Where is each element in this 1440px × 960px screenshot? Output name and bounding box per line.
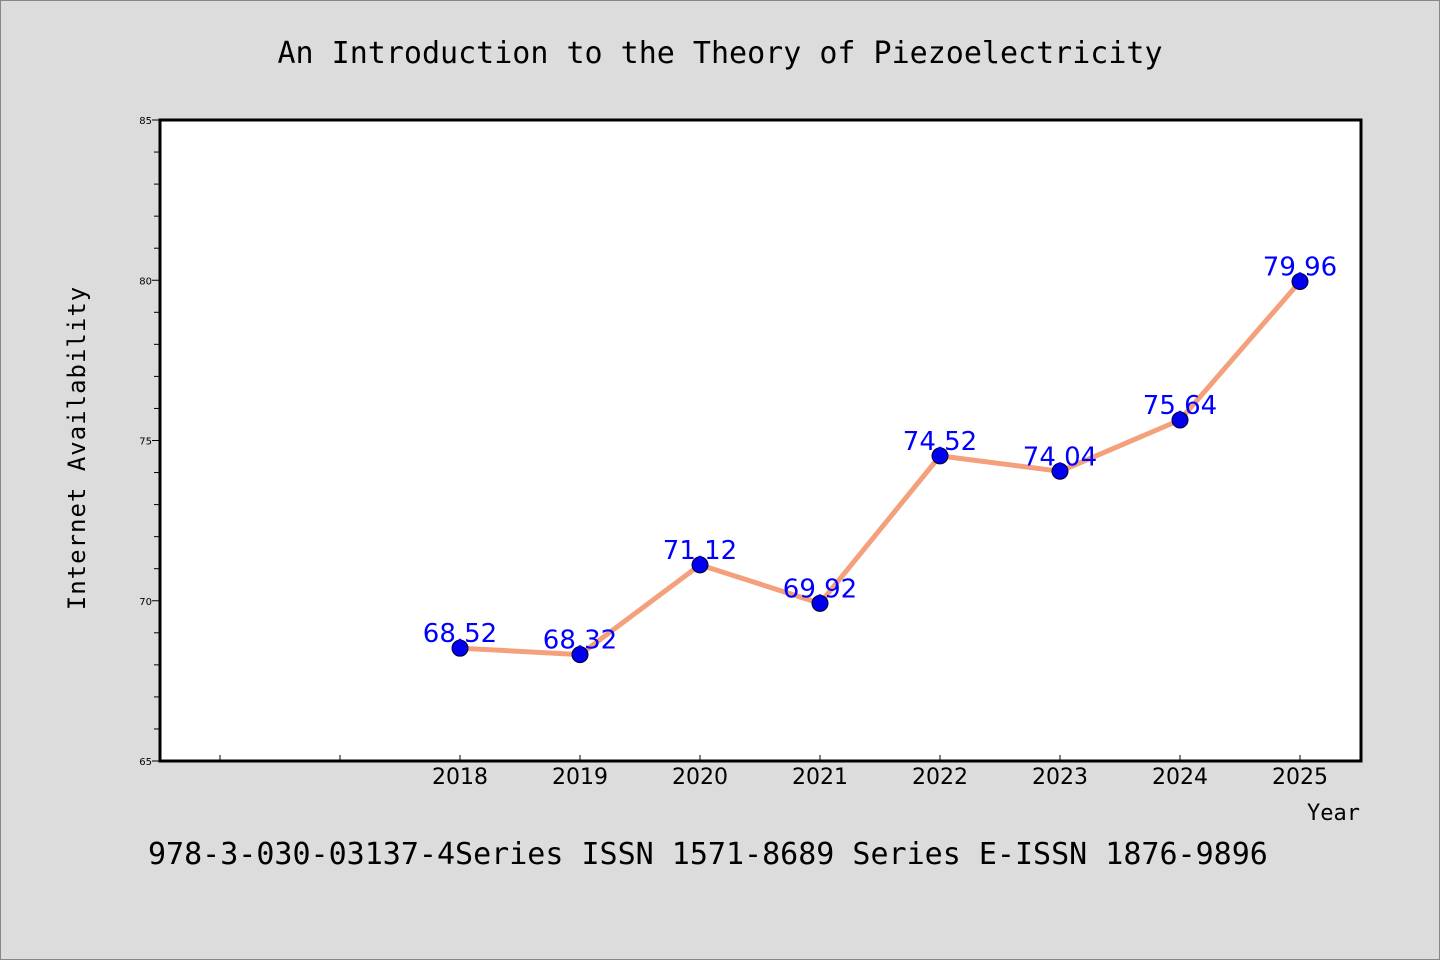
data-point-marker: [931, 447, 949, 465]
x-tick-label: 2021: [792, 765, 848, 790]
data-point-marker: [571, 646, 589, 664]
y-tick-label: 70: [139, 597, 152, 608]
x-tick-label: 2018: [432, 765, 488, 790]
x-tick-label: 2025: [1272, 765, 1328, 790]
x-axis-ticks: 2018 2019 2020 2021 2022 2023 2024 2025: [219, 755, 1328, 790]
y-tick-label: 75: [139, 437, 152, 448]
data-point-marker: [1291, 273, 1309, 291]
footer-isbn-text: 978-3-030-03137-4Series ISSN 1571-8689 S…: [148, 837, 1268, 872]
y-tick-label: 80: [139, 276, 152, 287]
data-point-label: 79.96: [1263, 253, 1337, 283]
y-tick-label: 65: [139, 757, 152, 768]
y-tick-label: 85: [139, 116, 152, 127]
x-tick-label: 2024: [1152, 765, 1208, 790]
data-point-label: 75.64: [1143, 391, 1217, 421]
plot-area: [158, 118, 1363, 763]
x-tick-label: 2022: [912, 765, 968, 790]
x-tick-label: 2023: [1032, 765, 1088, 790]
x-axis-label: Year: [1307, 801, 1360, 826]
x-tick-label: 2019: [552, 765, 608, 790]
x-tick-label: 2020: [672, 765, 728, 790]
data-point-label: 74.52: [903, 427, 977, 457]
chart-title: An Introduction to the Theory of Piezoel…: [277, 36, 1162, 71]
data-point-label: 69.92: [783, 574, 857, 604]
y-minor-ticks: [154, 151, 160, 730]
series-lines: [457, 279, 1303, 658]
data-point-marker: [1171, 411, 1189, 429]
y-axis-ticks: 65 70 75 80 85: [139, 116, 160, 768]
data-point-marker: [811, 594, 829, 612]
data-point-marker: [691, 556, 709, 574]
data-point-label: 71.12: [663, 536, 737, 566]
data-point-label: 68.52: [423, 619, 497, 649]
data-point-marker: [451, 639, 469, 657]
data-point-label: 68.32: [543, 626, 617, 656]
y-axis-label: Internet Availability: [63, 286, 91, 610]
series-line: [457, 279, 1303, 658]
data-labels: 68.52 68.32 71.12 69.92 74.52 74.04 75.64 79.96: [423, 253, 1337, 656]
data-point-label: 74.04: [1023, 442, 1097, 472]
data-point-marker: [1051, 462, 1069, 480]
series-markers: [451, 273, 1309, 664]
